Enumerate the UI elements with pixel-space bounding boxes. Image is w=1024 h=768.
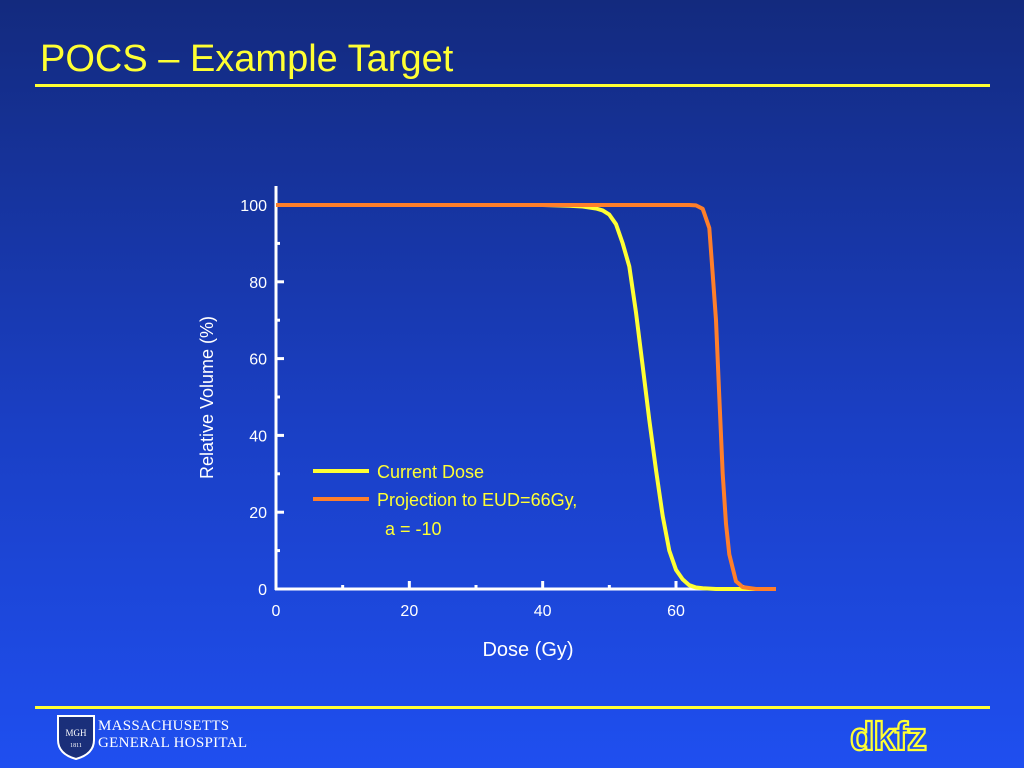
- mgh-seal-text: MGH: [65, 728, 87, 738]
- legend-label-projection-line2: a = -10: [385, 519, 442, 539]
- y-tick-label: 60: [249, 352, 267, 369]
- x-axis-label: Dose (Gy): [482, 639, 573, 661]
- y-tick-label: 100: [240, 198, 267, 215]
- x-tick-label: 0: [272, 603, 281, 620]
- y-axis-label: Relative Volume (%): [197, 316, 217, 479]
- footer-divider: [35, 706, 990, 709]
- mgh-seal-year: 1811: [70, 743, 82, 749]
- series-projection-line: [276, 203, 776, 591]
- hospital-name: MASSACHUSETTS GENERAL HOSPITAL: [98, 718, 247, 752]
- x-tick-label: 40: [534, 603, 552, 620]
- y-tick-label: 80: [249, 275, 267, 292]
- mgh-seal-logo: MGH 1811: [57, 715, 95, 760]
- title-divider: [35, 84, 990, 87]
- legend-label-current: Current Dose: [377, 462, 484, 482]
- hospital-name-line2: GENERAL HOSPITAL: [98, 735, 248, 751]
- legend-label-projection: Projection to EUD=66Gy,: [377, 490, 577, 510]
- y-tick-label: 40: [249, 428, 267, 445]
- dkfz-logo: dkfz: [850, 714, 928, 758]
- dose-volume-chart: 0 20 40 60 80 100 0 20 40 60 Dose (Gy) Relative Vol…: [197, 198, 776, 661]
- series-current-dose-line: [276, 203, 776, 591]
- dkfz-logo-text: dkfz: [850, 715, 926, 758]
- x-tick-label: 20: [400, 603, 418, 620]
- y-tick-label: 0: [258, 582, 267, 599]
- hospital-name-line1: MASSACHUSETTS: [98, 718, 230, 734]
- x-tick-label: 60: [667, 603, 685, 620]
- y-tick-label: 20: [249, 505, 267, 522]
- slide-title: POCS – Example Target: [40, 38, 454, 80]
